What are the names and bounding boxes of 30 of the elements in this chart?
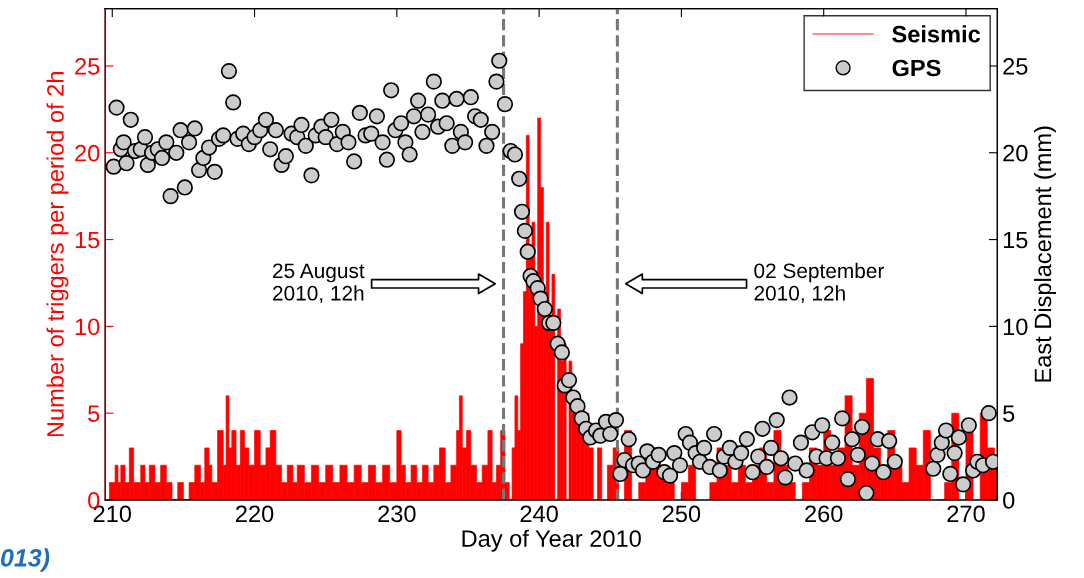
y2-tick-label: 25 (1003, 58, 1028, 75)
bar (597, 447, 603, 500)
annotation: 25 August 2010, 12h (273, 263, 365, 304)
bar (514, 395, 519, 500)
y-tick-label: 10 (75, 318, 100, 336)
x-tick-label: 270 (947, 505, 985, 523)
y2-tick-label: 10 (1003, 318, 1028, 336)
y-tick-label: 15 (75, 231, 100, 249)
annotation: 02 September 2010, 12h (754, 262, 885, 304)
x-tick-label: 230 (378, 505, 416, 523)
bar (204, 447, 210, 500)
x-tick-label: 240 (520, 505, 558, 523)
y-tick-label: 20 (75, 144, 100, 162)
x-axis-title: Day of Year 2010 (462, 529, 641, 552)
y2-tick-label: 15 (1003, 231, 1028, 249)
legend-label: GPS (892, 59, 941, 77)
text: 013) (1, 548, 50, 572)
y2-tick-label: 20 (1003, 144, 1028, 162)
y-tick-label: 25 (75, 58, 100, 75)
y-axis-title: Number of triggers per period of 2h (46, 72, 69, 437)
x-tick-label: 260 (805, 505, 843, 523)
y-tick-label: 5 (88, 405, 100, 422)
y2-axis-title: East Displacement (mm) (1033, 126, 1056, 382)
y2-tick-label: 0 (1003, 492, 1015, 509)
bar (177, 482, 184, 500)
x-tick-label: 220 (236, 505, 274, 523)
y2-tick-label: 5 (1003, 405, 1015, 422)
x-tick-label: 250 (662, 505, 701, 523)
bar (148, 464, 156, 500)
legend-label: Seismic (892, 25, 981, 43)
